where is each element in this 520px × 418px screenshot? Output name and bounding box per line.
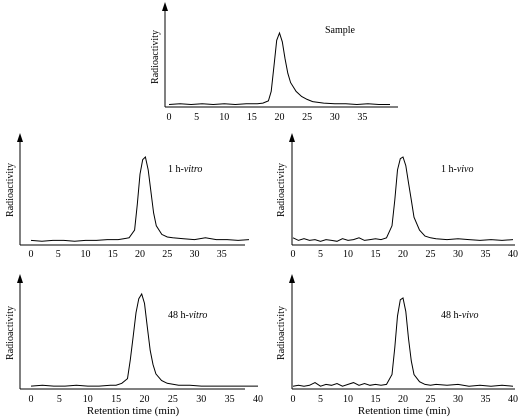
x-tick-label: 5 — [194, 112, 199, 123]
x-tick-label: 5 — [57, 394, 62, 405]
x-tick-label: 10 — [343, 249, 353, 260]
x-tick-labels: 0 5 10 15 20 25 30 35 40 — [29, 394, 264, 405]
x-tick-label: 30 — [190, 249, 200, 260]
x-tick-label: 25 — [302, 112, 312, 123]
x-tick-label: 0 — [291, 249, 296, 260]
x-tick-label: 10 — [219, 112, 229, 123]
x-tick-label: 25 — [426, 249, 436, 260]
panel-title-part: vitro — [189, 310, 208, 321]
x-tick-label: 10 — [83, 394, 93, 405]
x-tick-label: 15 — [371, 249, 381, 260]
panel-title-part: vitro — [184, 164, 203, 175]
x-tick-label: 40 — [253, 394, 263, 405]
chromatogram-trace — [292, 156, 514, 242]
chromatogram-trace — [30, 292, 258, 387]
y-axis-arrow — [162, 2, 168, 11]
x-tick-label: 0 — [29, 394, 34, 405]
x-tick-labels: 0 5 10 15 20 25 30 35 40 — [291, 249, 519, 260]
x-tick-label: 25 — [426, 394, 436, 405]
chromatogram-trace — [168, 31, 390, 106]
x-tick-label: 20 — [398, 249, 408, 260]
x-axis-label-left: Retention time (min) — [87, 405, 180, 417]
panel-title-part: 1 h- — [168, 164, 184, 175]
x-tick-label: 10 — [343, 394, 353, 405]
y-axis-arrow — [289, 133, 295, 142]
x-tick-label: 40 — [508, 249, 518, 260]
x-tick-label: 20 — [398, 394, 408, 405]
y-axis-label: Radioactivity — [276, 306, 287, 360]
panel-1h-vivo: Radioactivity 1 h-vivo 0 5 10 15 20 25 30 35 40 — [276, 133, 518, 260]
x-axis-label-right: Retention time (min) — [358, 405, 451, 417]
panel-title-part: 1 h- — [441, 164, 457, 175]
x-tick-label: 20 — [135, 249, 145, 260]
y-axis-arrow — [17, 133, 23, 142]
x-tick-label: 0 — [29, 249, 34, 260]
panel-title-part: vivo — [462, 310, 479, 321]
panel-48h-vivo: Radioactivity 48 h-vivo 0 5 10 15 20 25 30 35 40 — [276, 274, 518, 405]
y-axis-arrow — [17, 274, 23, 283]
panel-title: 1 h-vivo — [441, 164, 474, 175]
x-tick-label: 35 — [481, 394, 491, 405]
x-tick-label: 15 — [111, 394, 121, 405]
panel-title: 1 h-vitro — [168, 164, 202, 175]
x-tick-labels: 0 5 10 15 20 25 30 35 — [29, 249, 227, 260]
panel-48h-vitro: Radioactivity 48 h-vitro 0 5 10 15 20 25 30 35 4… — [5, 274, 263, 405]
x-tick-labels: 0 5 10 15 20 25 30 35 — [167, 112, 368, 123]
panel-title-part: 48 h- — [441, 310, 462, 321]
x-tick-label: 15 — [371, 394, 381, 405]
y-axis-label: Radioactivity — [150, 30, 161, 84]
x-tick-label: 35 — [217, 249, 227, 260]
panel-title-part: Sample — [325, 25, 356, 36]
x-tick-label: 20 — [275, 112, 285, 123]
x-tick-label: 30 — [330, 112, 340, 123]
panel-title: 48 h-vivo — [441, 310, 479, 321]
x-tick-label: 15 — [108, 249, 118, 260]
x-tick-label: 30 — [453, 249, 463, 260]
x-tick-label: 35 — [225, 394, 235, 405]
x-tick-label: 30 — [196, 394, 206, 405]
x-tick-labels: 0 5 10 15 20 25 30 35 40 — [291, 394, 519, 405]
x-tick-label: 25 — [168, 394, 178, 405]
x-tick-label: 5 — [318, 249, 323, 260]
panel-title-part: 48 h- — [168, 310, 189, 321]
y-axis-label: Radioactivity — [276, 163, 287, 217]
x-tick-label: 10 — [81, 249, 91, 260]
panel-title: Sample — [325, 25, 356, 36]
chromatogram-trace — [30, 156, 250, 242]
x-tick-label: 15 — [247, 112, 257, 123]
chromatogram-trace — [292, 297, 514, 387]
panel-title-part: vivo — [457, 164, 474, 175]
x-tick-label: 40 — [508, 394, 518, 405]
x-tick-label: 20 — [140, 394, 150, 405]
y-axis-label: Radioactivity — [5, 306, 16, 360]
x-tick-label: 0 — [167, 112, 172, 123]
y-axis-label: Radioactivity — [5, 163, 16, 217]
x-tick-label: 5 — [56, 249, 61, 260]
x-tick-label: 30 — [453, 394, 463, 405]
x-tick-label: 35 — [481, 249, 491, 260]
x-tick-label: 0 — [291, 394, 296, 405]
x-tick-label: 35 — [357, 112, 367, 123]
x-tick-label: 5 — [318, 394, 323, 405]
panel-title: 48 h-vitro — [168, 310, 207, 321]
x-tick-label: 25 — [162, 249, 172, 260]
panel-1h-vitro: Radioactivity 1 h-vitro 0 5 10 15 20 25 30 35 — [5, 133, 250, 260]
y-axis-arrow — [289, 274, 295, 283]
panel-sample: Radioactivity Sample 0 5 10 15 20 25 30 35 — [150, 2, 398, 123]
